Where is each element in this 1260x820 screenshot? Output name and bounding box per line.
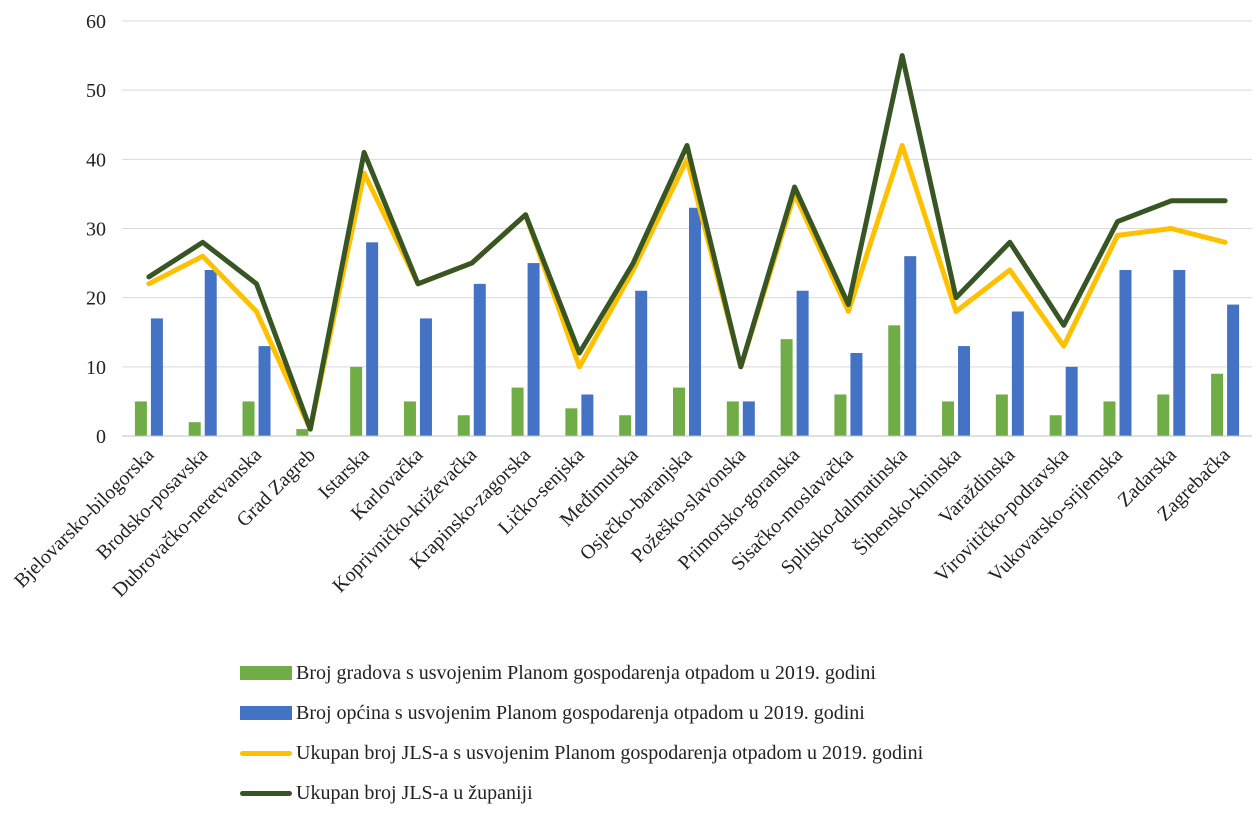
bar-gradovi bbox=[619, 415, 632, 436]
bar-gradovi bbox=[296, 429, 309, 436]
bar-opcine bbox=[796, 290, 809, 436]
bar-opcine bbox=[473, 283, 486, 436]
legend-item-ukupno-zupanija: Ukupan broj JLS-a u županiji bbox=[240, 780, 923, 806]
bar-opcine bbox=[419, 318, 432, 436]
legend-swatch-opcine bbox=[240, 706, 292, 720]
bar-opcine bbox=[1065, 366, 1078, 436]
y-tick-label: 10 bbox=[86, 357, 106, 379]
bar-gradovi bbox=[1103, 401, 1116, 436]
bar-gradovi bbox=[457, 415, 470, 436]
bar-opcine bbox=[689, 207, 701, 436]
legend-swatch-ukupno-zupanija bbox=[240, 790, 292, 796]
bar-opcine bbox=[581, 394, 594, 436]
bar-opcine bbox=[742, 401, 755, 436]
bar-opcine bbox=[527, 263, 540, 436]
bar-opcine bbox=[150, 318, 163, 436]
legend-item-ukupno-plan: Ukupan broj JLS-a s usvojenim Planom gos… bbox=[240, 740, 923, 766]
y-tick-label: 0 bbox=[96, 426, 106, 448]
line-ukupno-zupanija bbox=[146, 53, 1228, 432]
bar-gradovi bbox=[1157, 394, 1170, 436]
bar-gradovi bbox=[565, 408, 578, 436]
legend-item-opcine: Broj općina s usvojenim Planom gospodare… bbox=[240, 700, 923, 726]
legend-item-gradovi: Broj gradova s usvojenim Planom gospodar… bbox=[240, 660, 923, 686]
y-tick-label: 60 bbox=[86, 11, 106, 33]
y-tick-label: 50 bbox=[86, 80, 106, 102]
bar-opcine bbox=[204, 270, 217, 436]
legend-swatch-ukupno-plan bbox=[240, 750, 292, 756]
bar-gradovi bbox=[780, 339, 793, 436]
bar-gradovi bbox=[942, 401, 955, 436]
bar-gradovi bbox=[188, 422, 201, 436]
bar-gradovi bbox=[350, 366, 363, 436]
line-ukupno-plan bbox=[146, 143, 1228, 432]
legend-label-ukupno-zupanija: Ukupan broj JLS-a u županiji bbox=[296, 781, 533, 804]
bar-gradovi bbox=[995, 394, 1008, 436]
gridlines bbox=[122, 20, 1252, 368]
bar-gradovi bbox=[888, 325, 901, 436]
bar-opcine bbox=[958, 346, 971, 436]
bar-gradovi bbox=[134, 401, 147, 436]
bar-opcine bbox=[635, 290, 648, 436]
bar-opcine bbox=[850, 353, 863, 436]
legend-label-ukupno-plan: Ukupan broj JLS-a s usvojenim Planom gos… bbox=[296, 741, 924, 764]
legend-label-opcine: Broj općina s usvojenim Planom gospodare… bbox=[296, 701, 865, 724]
bar-gradovi bbox=[834, 394, 847, 436]
bar-gradovi bbox=[1211, 373, 1224, 436]
bar-gradovi bbox=[242, 401, 255, 436]
y-tick-label: 30 bbox=[86, 219, 106, 241]
y-tick-label: 20 bbox=[86, 288, 106, 310]
chart: 0 10 20 30 40 50 60 Bjelovarsko-bilogorskaBrod… bbox=[10, 11, 1252, 602]
bar-gradovi bbox=[726, 401, 739, 436]
bar-opcine bbox=[1119, 270, 1132, 436]
bar-opcine bbox=[1011, 311, 1024, 436]
bar-gradovi bbox=[511, 387, 524, 436]
legend-label-gradovi: Broj gradova s usvojenim Planom gospodar… bbox=[296, 661, 876, 684]
y-axis-ticks: 0 10 20 30 40 50 60 bbox=[86, 11, 106, 448]
bar-opcine bbox=[1227, 304, 1240, 436]
bar-gradovi bbox=[673, 387, 685, 436]
series-lines bbox=[146, 53, 1228, 432]
bar-gradovi bbox=[403, 401, 416, 436]
bar-opcine bbox=[366, 242, 379, 436]
bar-opcine bbox=[258, 346, 271, 436]
bar-opcine bbox=[904, 256, 917, 436]
bar-opcine bbox=[1173, 270, 1186, 436]
legend: Broj gradova s usvojenim Planom gospodar… bbox=[240, 660, 923, 820]
x-axis-labels: Bjelovarsko-bilogorskaBrodsko-posavskaDu… bbox=[10, 442, 1235, 601]
y-tick-label: 40 bbox=[86, 149, 106, 171]
bar-gradovi bbox=[1049, 415, 1062, 436]
bars bbox=[134, 207, 1240, 436]
legend-swatch-gradovi bbox=[240, 666, 292, 680]
